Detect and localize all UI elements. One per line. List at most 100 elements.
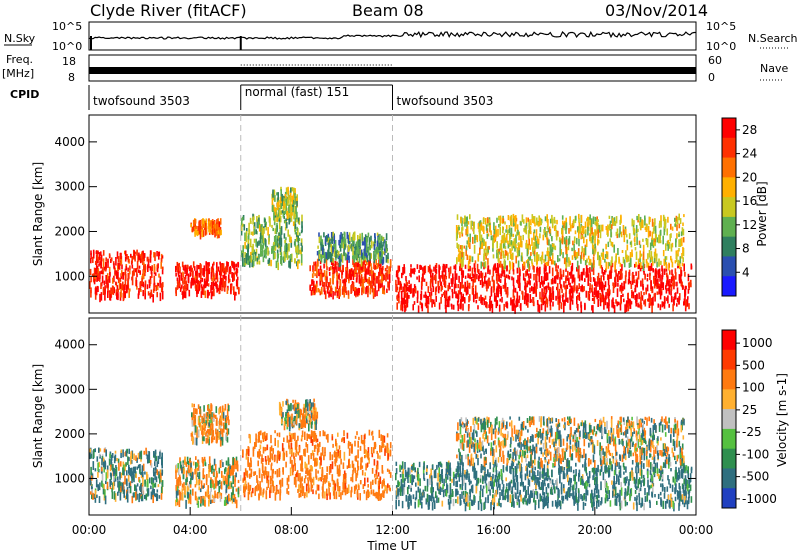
heatmap-cell (581, 246, 583, 252)
heatmap-cell (489, 299, 491, 306)
heatmap-cell (571, 248, 573, 251)
heatmap-cell (417, 291, 419, 299)
heatmap-cell (304, 478, 306, 483)
heatmap-cell (553, 260, 555, 264)
heatmap-cell (279, 471, 281, 477)
heatmap-cell (284, 240, 286, 243)
heatmap-cell (519, 296, 521, 301)
heatmap-cell (249, 262, 251, 268)
heatmap-cell (270, 435, 272, 443)
heatmap-cell (213, 289, 215, 296)
heatmap-cell (470, 221, 472, 230)
cpid-segment-label: twofsound 3503 (93, 94, 190, 108)
heatmap-cell (212, 480, 214, 487)
heatmap-cell (634, 238, 636, 241)
heatmap-cell (231, 469, 233, 474)
heatmap-cell (248, 236, 250, 240)
heatmap-cell (557, 265, 559, 268)
heatmap-cell (269, 218, 271, 227)
heatmap-cell (506, 236, 508, 241)
heatmap-cell (250, 239, 252, 248)
heatmap-cell (110, 474, 112, 478)
heatmap-cell (323, 232, 325, 237)
heatmap-cell (292, 207, 294, 212)
heatmap-cell (354, 468, 356, 474)
heatmap-cell (532, 263, 534, 267)
heatmap-cell (308, 470, 310, 475)
heatmap-cell (255, 229, 257, 234)
heatmap-cell (400, 283, 402, 289)
heatmap-cell (210, 429, 212, 435)
heatmap-cell (129, 265, 131, 270)
heatmap-cell (301, 246, 303, 252)
heatmap-cell (223, 425, 225, 433)
heatmap-cell (242, 253, 244, 261)
heatmap-cell (141, 254, 143, 263)
heatmap-cell (461, 283, 463, 289)
heatmap-cell (598, 273, 600, 281)
heatmap-cell (655, 230, 657, 234)
heatmap-cell (386, 255, 388, 263)
heatmap-cell (139, 270, 141, 275)
heatmap-cell (267, 227, 269, 235)
heatmap-cell (336, 266, 338, 272)
heatmap-cell (300, 490, 302, 497)
heatmap-cell (588, 262, 590, 265)
heatmap-cell (521, 256, 523, 262)
heatmap-cell (352, 470, 354, 474)
heatmap-cell (128, 449, 130, 454)
heatmap-cell (120, 290, 122, 298)
heatmap-cell (286, 222, 288, 228)
heatmap-cell (162, 282, 164, 287)
heatmap-cell (354, 291, 356, 296)
heatmap-cell (319, 254, 321, 259)
heatmap-cell (369, 245, 371, 250)
heatmap-cell (187, 486, 189, 492)
heatmap-cell (155, 483, 157, 488)
heatmap-cell (196, 226, 198, 229)
heatmap-cell (119, 482, 121, 491)
heatmap-cell (223, 278, 225, 286)
heatmap-cell (195, 456, 197, 460)
heatmap-cell (357, 449, 359, 458)
heatmap-cell (652, 232, 654, 240)
heatmap-cell (495, 295, 497, 301)
heatmap-cell (607, 302, 609, 308)
heatmap-cell (122, 483, 124, 491)
heatmap-cell (161, 487, 163, 494)
heatmap-cell (310, 477, 312, 482)
heatmap-cell (572, 275, 574, 284)
heatmap-cell (662, 236, 664, 245)
heatmap-cell (226, 461, 228, 466)
heatmap-cell (201, 416, 203, 423)
heatmap-cell (522, 235, 524, 240)
heatmap-cell (132, 265, 134, 269)
heatmap-cell (458, 227, 460, 230)
heatmap-cell (345, 278, 347, 283)
heatmap-cell (435, 288, 437, 296)
heatmap-cell (517, 243, 519, 246)
heatmap-cell (683, 237, 685, 243)
heatmap-cell (203, 423, 205, 428)
heatmap-cell (336, 262, 338, 266)
heatmap-cell (602, 249, 604, 252)
heatmap-cell (469, 273, 471, 276)
heatmap-cell (231, 492, 233, 500)
heatmap-cell (217, 492, 219, 499)
heatmap-cell (569, 283, 571, 287)
heatmap-cell (497, 229, 499, 237)
heatmap-cell (358, 485, 360, 490)
heatmap-cell (265, 466, 267, 471)
heatmap-cell (268, 238, 270, 245)
heatmap-cell (90, 290, 92, 298)
heatmap-cell (344, 244, 346, 249)
heatmap-cell (552, 302, 554, 307)
heatmap-cell (221, 471, 223, 478)
heatmap-cell (503, 304, 505, 311)
heatmap-cell (121, 264, 123, 269)
heatmap-cell (128, 457, 130, 461)
heatmap-cell (230, 498, 232, 502)
heatmap-cell (457, 301, 459, 306)
heatmap-cell (615, 269, 617, 273)
heatmap-cell (601, 253, 603, 257)
